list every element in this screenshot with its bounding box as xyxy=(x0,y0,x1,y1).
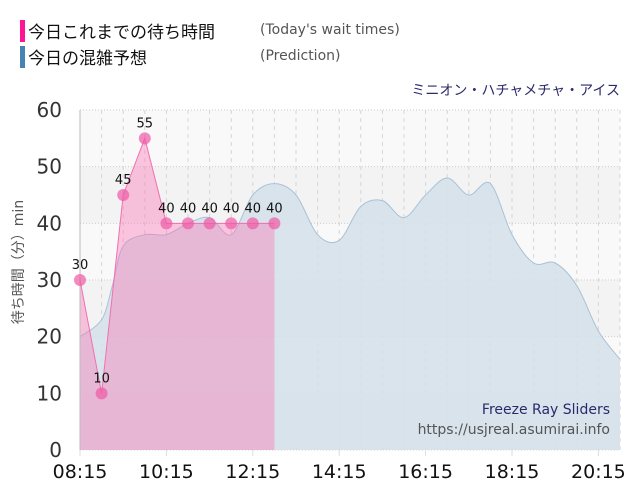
y-tick-label: 60 xyxy=(37,98,62,122)
legend-sublabel-prediction: (Prediction) xyxy=(260,48,341,64)
data-point[interactable] xyxy=(160,217,173,230)
data-point[interactable] xyxy=(117,189,130,201)
data-point[interactable] xyxy=(225,217,238,230)
data-point[interactable] xyxy=(74,274,86,286)
y-tick-label: 10 xyxy=(37,381,62,405)
x-tick-label: 20:15 xyxy=(571,461,626,483)
x-tick-label: 08:15 xyxy=(53,461,108,483)
actual-line xyxy=(79,136,275,394)
data-point[interactable] xyxy=(138,132,151,145)
plot-band xyxy=(80,166,620,224)
y-tick-label: 30 xyxy=(37,268,62,292)
y-axis-label: 待ち時間（分）min xyxy=(11,199,27,325)
y-tick-label: 50 xyxy=(37,155,62,179)
data-label: 40 xyxy=(223,201,240,216)
legend-swatch-actual xyxy=(20,20,25,42)
watermark-ride-name: Freeze Ray Sliders xyxy=(481,402,610,418)
x-tick-label: 12:15 xyxy=(225,461,280,483)
x-tick-label: 18:15 xyxy=(485,461,540,483)
data-label: 40 xyxy=(180,201,197,216)
x-tick-label: 14:15 xyxy=(312,461,367,483)
legend-label-prediction: 今日の混雑予想 xyxy=(28,49,147,69)
data-label: 40 xyxy=(245,201,262,216)
data-point[interactable] xyxy=(246,217,259,230)
watermark-url: https://usjreal.asumirai.info xyxy=(417,422,610,438)
data-label: 40 xyxy=(266,201,283,216)
y-tick-label: 20 xyxy=(37,325,62,349)
data-label: 55 xyxy=(137,116,154,131)
data-label: 10 xyxy=(93,371,110,386)
prediction-area xyxy=(80,178,620,450)
data-label: 45 xyxy=(115,173,132,188)
data-point[interactable] xyxy=(95,387,108,400)
data-label: 30 xyxy=(72,258,89,273)
x-tick-label: 10:15 xyxy=(139,461,194,483)
attraction-title: ミニオン・ハチャメチャ・アイス xyxy=(411,83,620,99)
actual-area xyxy=(80,138,275,451)
plot-band xyxy=(80,110,620,167)
legend-label-actual: 今日これまでの待ち時間 xyxy=(28,23,215,43)
data-point[interactable] xyxy=(268,217,281,230)
data-point[interactable] xyxy=(182,217,194,230)
legend-sublabel-actual: (Today's wait times) xyxy=(260,22,400,38)
y-tick-label: 0 xyxy=(49,438,62,462)
prediction-line xyxy=(79,177,621,360)
legend-swatch-prediction xyxy=(20,46,25,68)
data-point[interactable] xyxy=(203,217,216,230)
data-label: 40 xyxy=(158,201,175,216)
data-label: 40 xyxy=(201,201,218,216)
x-tick-label: 16:15 xyxy=(398,461,453,483)
y-tick-label: 40 xyxy=(37,211,62,235)
